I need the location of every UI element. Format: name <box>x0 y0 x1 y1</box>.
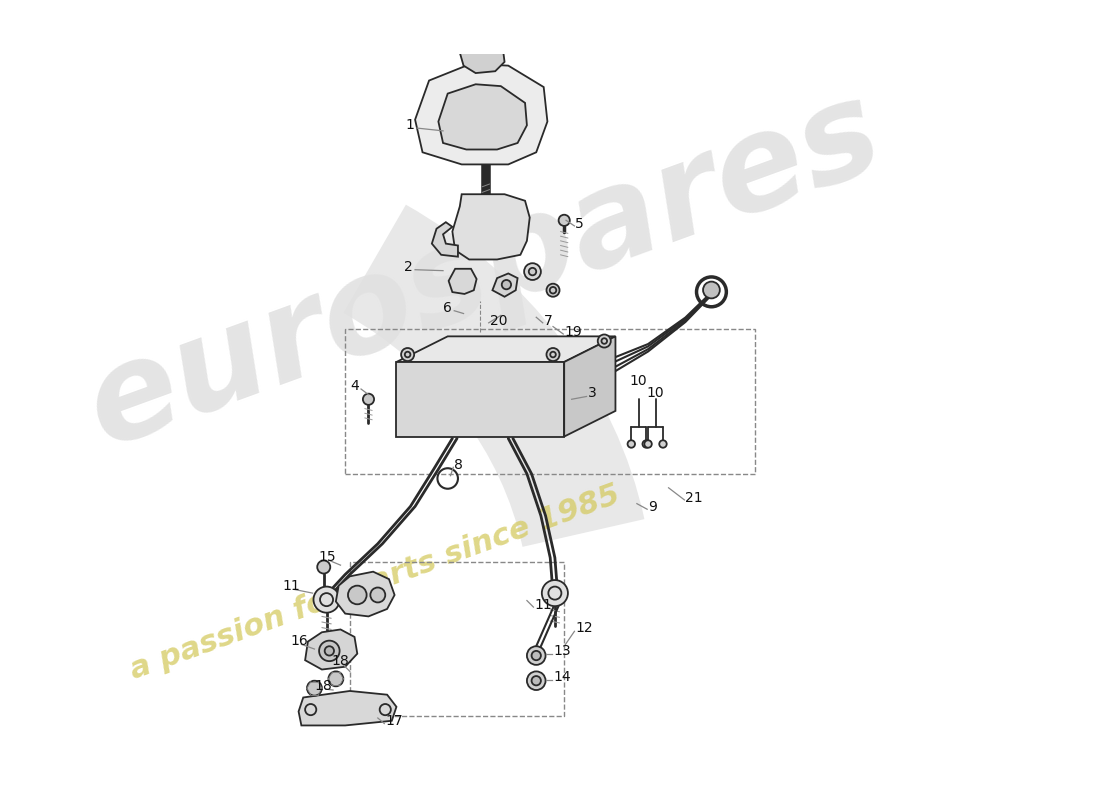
Polygon shape <box>460 38 505 73</box>
Polygon shape <box>564 336 615 437</box>
Text: 4: 4 <box>350 379 359 393</box>
Text: eurospares: eurospares <box>70 68 898 473</box>
Circle shape <box>547 284 560 297</box>
Polygon shape <box>396 362 564 437</box>
Circle shape <box>559 214 570 226</box>
Text: 13: 13 <box>553 644 571 658</box>
Text: 19: 19 <box>564 325 582 339</box>
Polygon shape <box>396 336 615 362</box>
Polygon shape <box>298 691 396 726</box>
Text: 20: 20 <box>490 314 507 328</box>
Text: 11: 11 <box>535 598 552 612</box>
Bar <box>345 330 756 474</box>
Polygon shape <box>493 274 518 297</box>
Text: 18: 18 <box>331 654 349 668</box>
Polygon shape <box>415 64 548 165</box>
Text: 12: 12 <box>575 622 593 635</box>
Text: 8: 8 <box>454 458 463 472</box>
Circle shape <box>531 676 541 686</box>
Circle shape <box>329 671 343 686</box>
Circle shape <box>527 646 546 665</box>
Polygon shape <box>336 572 395 617</box>
Circle shape <box>307 681 322 696</box>
Text: a passion for parts since 1985: a passion for parts since 1985 <box>126 480 624 685</box>
Circle shape <box>363 394 374 405</box>
Circle shape <box>502 280 512 290</box>
Text: 17: 17 <box>385 714 403 729</box>
Text: 10: 10 <box>629 374 647 388</box>
Polygon shape <box>432 222 458 257</box>
Circle shape <box>547 348 560 361</box>
Circle shape <box>317 561 330 574</box>
Text: 15: 15 <box>318 550 336 565</box>
Circle shape <box>371 587 385 602</box>
Circle shape <box>645 440 652 448</box>
Circle shape <box>314 586 340 613</box>
Circle shape <box>628 440 635 448</box>
Polygon shape <box>449 269 476 294</box>
Circle shape <box>348 586 366 604</box>
Circle shape <box>542 580 568 606</box>
Text: 10: 10 <box>646 386 663 400</box>
Circle shape <box>659 440 667 448</box>
Text: 11: 11 <box>283 579 300 594</box>
Circle shape <box>527 671 546 690</box>
Text: 3: 3 <box>587 386 596 400</box>
Text: 16: 16 <box>290 634 308 648</box>
Bar <box>350 562 564 716</box>
Text: 21: 21 <box>685 490 703 505</box>
Polygon shape <box>452 194 530 259</box>
Circle shape <box>402 348 414 361</box>
Circle shape <box>529 268 536 275</box>
Circle shape <box>642 440 650 448</box>
Circle shape <box>597 334 611 347</box>
Text: 18: 18 <box>315 679 332 693</box>
Circle shape <box>703 282 719 298</box>
Circle shape <box>319 641 340 661</box>
Polygon shape <box>439 84 527 150</box>
Text: 7: 7 <box>543 314 552 328</box>
Circle shape <box>524 263 541 280</box>
Circle shape <box>324 646 334 655</box>
Text: 2: 2 <box>404 260 412 274</box>
Text: 1: 1 <box>406 118 415 132</box>
Text: 5: 5 <box>575 217 584 230</box>
Text: 14: 14 <box>553 670 571 684</box>
Polygon shape <box>305 630 358 670</box>
Text: 9: 9 <box>648 500 657 514</box>
Circle shape <box>531 651 541 660</box>
Text: 6: 6 <box>443 301 452 314</box>
